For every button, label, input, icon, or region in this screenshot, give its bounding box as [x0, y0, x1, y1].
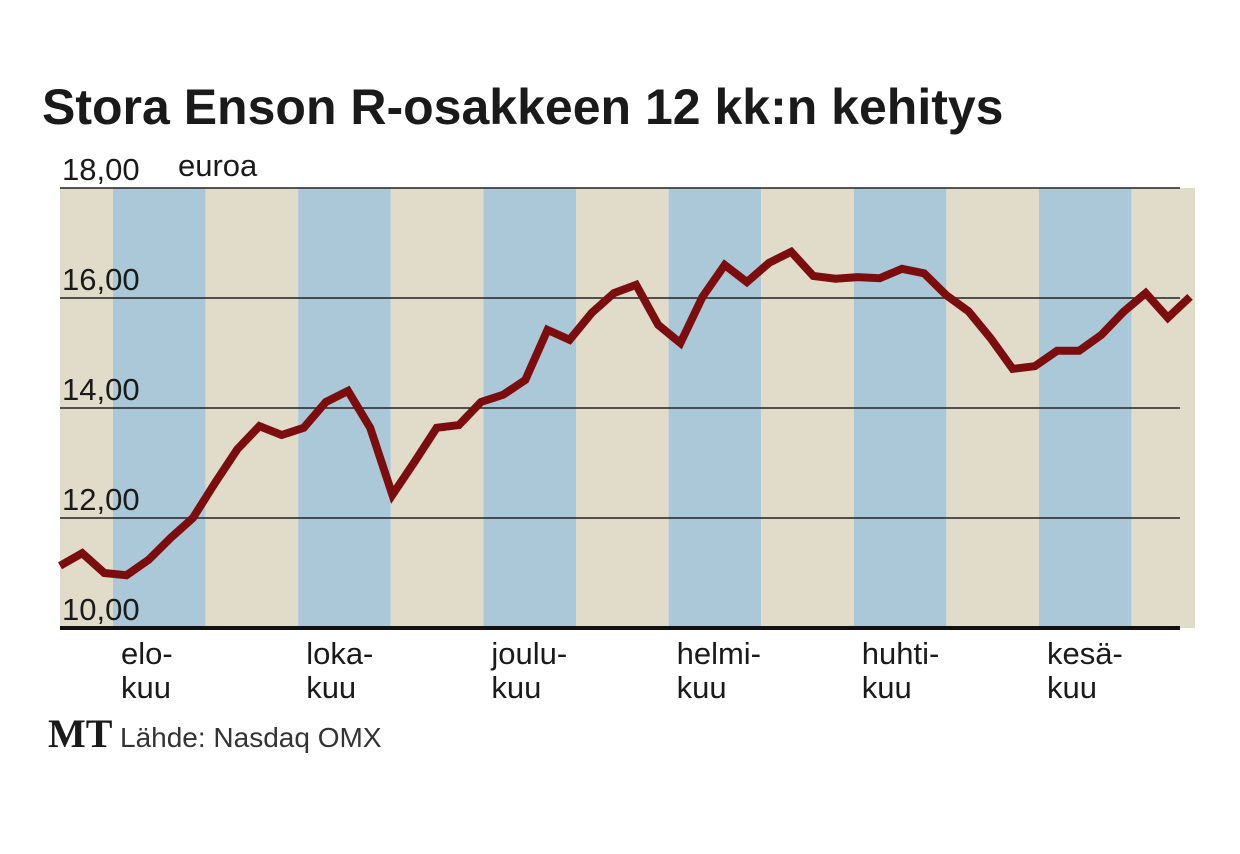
x-tick-label: huhti- — [862, 636, 940, 671]
y-tick-label: 18,00 — [62, 152, 140, 187]
y-tick-label: 10,00 — [62, 592, 140, 627]
x-tick-label: helmi- — [677, 636, 761, 671]
unit-label: euroa — [178, 148, 258, 183]
x-tick-label: kuu — [1047, 670, 1097, 705]
y-tick-label: 12,00 — [62, 482, 140, 517]
x-tick-label: kuu — [677, 670, 727, 705]
marks — [58, 246, 1193, 580]
grid — [60, 187, 1180, 630]
x-tick-label: elo- — [121, 636, 173, 671]
x-tick-label: kuu — [121, 670, 171, 705]
price-line — [58, 246, 1193, 580]
x-tick-label: kuu — [491, 670, 541, 705]
source: Lähde: Nasdaq OMX — [120, 722, 382, 753]
x-tick-label: loka- — [306, 636, 373, 671]
x-tick-label: kuu — [862, 670, 912, 705]
y-tick-label: 14,00 — [62, 372, 140, 407]
y-tick-label: 16,00 — [62, 262, 140, 297]
logo: MT — [48, 711, 113, 756]
x-tick-label: kesä- — [1047, 636, 1123, 671]
x-tick-label: joulu- — [490, 636, 567, 671]
x-tick-label: kuu — [306, 670, 356, 705]
chart-title: Stora Enson R-osakkeen 12 kk:n kehitys — [42, 79, 1003, 135]
